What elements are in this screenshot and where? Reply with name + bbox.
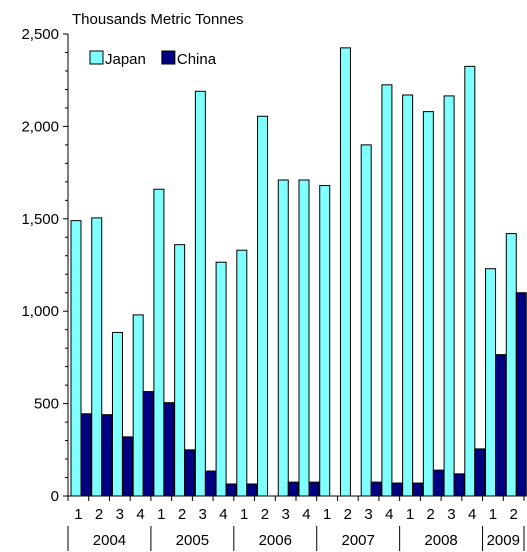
x-tick-label: 1 (489, 506, 497, 523)
bar-japan-18 (443, 95, 455, 497)
bar-china-16 (412, 482, 424, 497)
year-label: 2005 (176, 532, 209, 549)
bar-japan-11 (298, 179, 310, 497)
bar-japan-4 (153, 188, 165, 497)
x-tick-label: 3 (447, 506, 455, 523)
bar-china-1 (101, 414, 113, 497)
x-tick-label: 3 (364, 506, 372, 523)
y-axis: 0 500 1,000 1,500 2,000 2,500 (21, 26, 69, 505)
bar-japan-20 (485, 268, 497, 497)
bar-china-20 (495, 354, 507, 497)
bar-china-8 (246, 483, 258, 497)
year-label: 2006 (259, 532, 292, 549)
bar-japan-21 (505, 233, 517, 497)
bar-japan-2 (111, 331, 123, 497)
bar-china-0 (80, 413, 92, 497)
bar-japan-8 (236, 249, 248, 497)
year-label: 2004 (93, 532, 126, 549)
bar-china-4 (163, 402, 175, 497)
x-tick-label: 2 (427, 506, 435, 523)
x-tick-label: 4 (385, 506, 393, 523)
bar-china-3 (142, 391, 154, 497)
legend-label-china: China (177, 51, 217, 68)
bar-japan-7 (215, 261, 227, 497)
bar-china-5 (184, 449, 196, 497)
bar-china-14 (370, 481, 382, 497)
y-tick-label: 1,000 (21, 303, 59, 320)
y-tick-label: 2,000 (21, 118, 59, 135)
bar-japan-16 (402, 94, 414, 497)
bar-china-19 (474, 448, 486, 497)
x-tick-label: 1 (240, 506, 248, 523)
x-tick-label: 2 (178, 506, 186, 523)
bar-japan-17 (422, 111, 434, 497)
bar-japan-3 (132, 314, 144, 497)
legend-swatch-japan (89, 50, 104, 65)
bar-japan-15 (381, 84, 393, 497)
bar-china-18 (453, 473, 465, 497)
bars (70, 47, 527, 497)
bar-japan-13 (339, 47, 351, 497)
y-axis-label: Thousands Metric Tonnes (72, 11, 243, 28)
x-tick-label: 1 (157, 506, 165, 523)
bar-japan-9 (257, 115, 269, 497)
bar-china-7 (225, 483, 237, 497)
x-tick-label: 4 (219, 506, 227, 523)
bar-china-17 (432, 469, 444, 497)
legend-swatch-china (161, 50, 176, 65)
bar-china-15 (391, 482, 403, 497)
x-tick-label: 3 (281, 506, 289, 523)
bar-japan-10 (277, 179, 289, 497)
x-tick-label: 2 (95, 506, 103, 523)
x-tick-label: 4 (468, 506, 476, 523)
x-tick-label: 1 (323, 506, 331, 523)
legend: Japan China (89, 50, 217, 68)
x-tick-label: 4 (136, 506, 144, 523)
y-tick-label: 500 (34, 396, 59, 413)
bar-china-2 (121, 436, 133, 497)
x-tick-label: 3 (116, 506, 124, 523)
bar-japan-0 (70, 220, 82, 497)
bar-china-6 (204, 470, 216, 497)
x-tick-label: 1 (406, 506, 414, 523)
x-tick-label: 1 (74, 506, 82, 523)
bar-china-21 (515, 292, 527, 497)
bar-china-10 (287, 481, 299, 497)
bar-japan-1 (91, 217, 103, 497)
x-tick-label: 2 (261, 506, 269, 523)
bar-japan-14 (360, 144, 372, 497)
year-label: 2008 (424, 532, 457, 549)
legend-label-japan: Japan (105, 51, 146, 68)
year-label: 2009 (487, 532, 520, 549)
y-tick-label: 0 (51, 488, 59, 505)
x-tick-label: 3 (199, 506, 207, 523)
bar-japan-5 (174, 244, 186, 497)
x-tick-label: 2 (509, 506, 517, 523)
bar-japan-12 (319, 185, 331, 497)
bar-china-11 (308, 481, 320, 497)
bar-japan-19 (464, 65, 476, 497)
year-label: 2007 (341, 532, 374, 549)
x-tick-label: 4 (302, 506, 310, 523)
x-tick-label: 2 (344, 506, 352, 523)
bar-japan-6 (194, 90, 206, 497)
y-tick-label: 2,500 (21, 26, 59, 43)
y-tick-label: 1,500 (21, 211, 59, 228)
